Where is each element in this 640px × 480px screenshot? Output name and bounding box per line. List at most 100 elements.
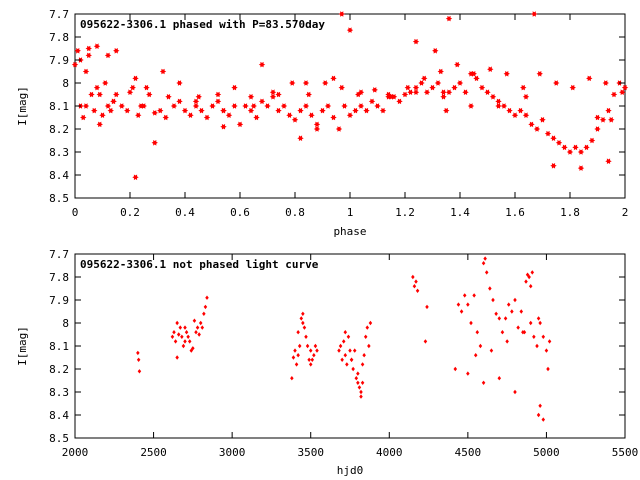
phased-data-point (454, 61, 461, 68)
raw-x-tick-label: 5000 (533, 446, 560, 459)
phased-data-point (102, 80, 109, 86)
phased-data-point (572, 144, 579, 151)
raw-data-point (414, 279, 418, 284)
raw-data-point (346, 334, 351, 339)
phased-x-tick-label: 2 (622, 206, 629, 219)
phased-data-point (456, 80, 464, 86)
raw-data-point (172, 330, 176, 335)
phased-data-point (192, 103, 200, 109)
raw-data-point (528, 284, 533, 289)
raw-data-point (301, 311, 305, 316)
raw-data-point (356, 371, 360, 376)
phased-data-point (85, 52, 92, 59)
raw-data-point (538, 320, 542, 326)
raw-data-point (175, 355, 179, 360)
phased-data-point (275, 91, 282, 98)
phased-data-point (93, 43, 101, 49)
phased-data-point (225, 112, 233, 118)
phased-data-point (88, 91, 95, 98)
raw-data-point (315, 348, 319, 353)
phased-x-tick-label: 1.2 (395, 206, 415, 219)
phased-data-point (231, 84, 238, 91)
phased-data-point (335, 126, 343, 132)
phased-data-point (577, 149, 585, 155)
phased-data-point (553, 80, 560, 86)
raw-data-point (481, 380, 486, 385)
raw-data-point (411, 274, 415, 280)
plot-frame-phased (74, 13, 626, 199)
raw-data-point (489, 348, 494, 353)
raw-title: 095622-3306.1 not phased light curve (80, 258, 319, 271)
phased-x-tick-label: 0.2 (120, 206, 140, 219)
phased-x-tick-label: 1.4 (450, 206, 470, 219)
raw-data-point (524, 279, 528, 284)
raw-data-point (505, 339, 509, 344)
raw-data-point (506, 302, 511, 307)
phased-data-point (357, 103, 365, 109)
raw-data-point (365, 325, 370, 330)
raw-data-point (296, 353, 300, 358)
phased-data-point (242, 103, 249, 109)
phased-data-point (619, 89, 626, 95)
raw-data-point (195, 325, 200, 330)
phased-data-point (118, 103, 125, 109)
raw-data-point (481, 261, 486, 266)
raw-x-tick-label: 5500 (612, 446, 639, 459)
phased-data-point (355, 91, 362, 98)
phased-data-point (157, 107, 164, 114)
phased-x-ticks: 0 0.2 0.4 0.6 0.8 1 1.2 1.4 1.6 1.8 2 (72, 14, 629, 219)
raw-data-point (340, 357, 344, 362)
raw-data-point (456, 302, 461, 307)
phased-data-point (412, 89, 420, 95)
phased-data-point (423, 89, 431, 95)
raw-data-point (491, 297, 495, 303)
phased-y-tick-label: 7.8 (49, 31, 69, 44)
phased-data-point (305, 91, 312, 98)
phased-data-point (209, 103, 216, 109)
raw-ylabel: I[mag] (16, 326, 29, 366)
phased-data-point (143, 84, 150, 91)
phased-data-point (302, 80, 310, 86)
phased-data-point (220, 107, 227, 114)
phased-ylabel: I[mag] (16, 86, 29, 126)
phased-data-point (550, 135, 557, 141)
phased-data-point (247, 107, 255, 114)
raw-data-point (192, 318, 197, 323)
phased-data-point (170, 103, 178, 109)
phased-data-point (528, 121, 535, 128)
phased-data-point (324, 103, 332, 109)
phased-data-point (434, 80, 442, 86)
raw-data-point (304, 334, 308, 339)
raw-light-curve-panel: 2000 2500 3000 3500 4000 4500 5000 5500 7.77.87… (16, 248, 638, 477)
raw-data-point (541, 334, 546, 339)
phased-data-point (539, 117, 546, 123)
phased-data-point (275, 107, 282, 114)
phased-data-point (478, 84, 486, 91)
raw-y-tick-label: 7.7 (49, 248, 69, 261)
raw-data-point (459, 309, 464, 314)
raw-data-point (519, 309, 524, 314)
raw-data-point (359, 389, 363, 395)
raw-data-point (305, 343, 310, 349)
raw-data-point (348, 348, 352, 353)
phased-data-point (176, 98, 183, 105)
phased-data-point (132, 174, 139, 181)
raw-data-point (136, 357, 141, 362)
raw-data-point (352, 348, 357, 353)
raw-data-point (302, 325, 307, 330)
phased-data-point (432, 48, 439, 54)
raw-data-point (194, 330, 198, 335)
phased-data-point (594, 114, 601, 121)
phased-x-tick-label: 1 (347, 206, 354, 219)
phased-data-point (550, 163, 557, 169)
phased-data-point (247, 94, 255, 100)
phased-data-point (198, 107, 205, 114)
raw-xlabel: hjd0 (337, 464, 364, 477)
phased-data-point (385, 94, 392, 100)
raw-data-point (308, 362, 313, 367)
raw-data-point (186, 334, 190, 339)
raw-data-point (354, 376, 359, 381)
phased-data-point (338, 11, 345, 17)
raw-points (136, 256, 552, 422)
phased-data-point (330, 114, 337, 121)
